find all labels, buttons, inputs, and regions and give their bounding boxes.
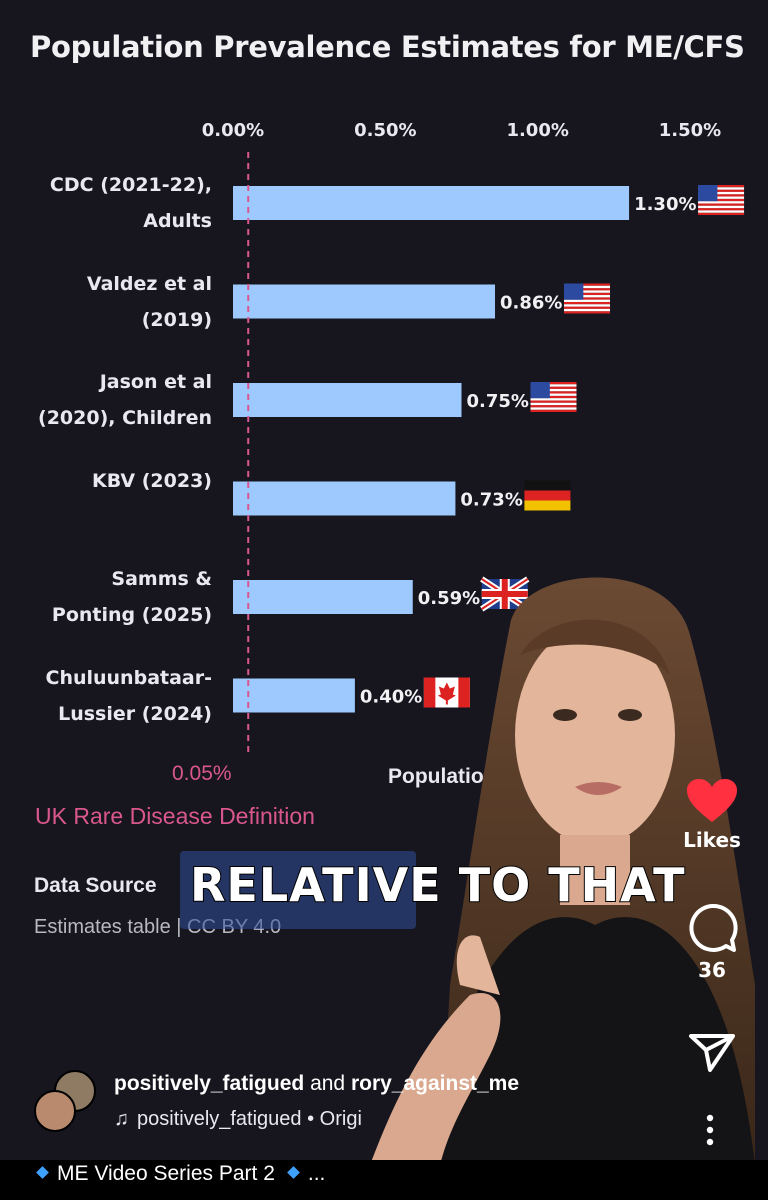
x-axis-title: Populatio [388, 765, 483, 788]
post-caption-bar [0, 1160, 768, 1200]
x-tick-label: 1.00% [506, 120, 568, 141]
heart-icon [687, 779, 737, 822]
reference-line-description: UK Rare Disease Definition [35, 803, 315, 829]
x-tick-label: 1.50% [659, 120, 721, 141]
prevalence-bar-chart: 0.00% 0.50% 1.00% 1.50% 1.30% 0.86% 0.75% 0.73… [202, 120, 745, 752]
video-caption: RELATIVE TO THAT [189, 857, 686, 913]
data-source-title: Data Source [34, 874, 157, 897]
bar-value-label: 0.75% [467, 391, 529, 412]
post-authors: positively_fatigued and rory_against_me [114, 1072, 519, 1096]
ca-flag-icon [423, 677, 470, 708]
presenter-video-overlay [371, 577, 755, 1160]
bar-value-label: 1.30% [634, 194, 696, 215]
bar [233, 481, 456, 516]
y-category-label: Chuluunbataar- Lussier (2024) [45, 666, 213, 725]
likes-label: Likes [683, 828, 741, 852]
reference-line-label: 0.05% [172, 762, 232, 785]
share-button[interactable] [684, 1030, 740, 1074]
send-paper-plane-icon [689, 1034, 735, 1072]
comments-count: 36 [698, 958, 726, 982]
reel-video[interactable]: Population Prevalence Estimates for ME/C… [0, 0, 768, 1160]
bar-value-label: 0.73% [460, 490, 522, 511]
audio-attribution[interactable]: ♫ positively_fatigued • Origi [114, 1108, 399, 1131]
post-caption[interactable]: ME Video Series Part 2... [34, 1160, 325, 1188]
y-category-label: Samms & Ponting (2025) [51, 568, 212, 626]
author-link-1[interactable]: positively_fatigued [114, 1072, 305, 1095]
bar [233, 580, 413, 614]
more-options-icon[interactable] [698, 1112, 722, 1152]
y-category-label: CDC (2021-22), Adults [49, 174, 212, 232]
author-joiner: and [310, 1072, 346, 1095]
avatar-positively-fatigued[interactable] [34, 1090, 76, 1132]
post-caption-text: ME Video Series Part 2 [57, 1162, 275, 1185]
us-flag-icon [564, 283, 611, 314]
post-caption-more[interactable]: ... [307, 1162, 326, 1185]
comments-button[interactable]: 36 [684, 902, 740, 982]
us-flag-icon [530, 382, 577, 412]
music-note-icon: ♫ [114, 1108, 129, 1130]
bar-value-label: 0.59% [418, 588, 480, 609]
bar [233, 678, 355, 713]
us-flag-icon [698, 185, 745, 215]
chart-title: Population Prevalence Estimates for ME/C… [30, 30, 745, 64]
x-tick-label: 0.50% [354, 120, 416, 141]
caption-highlight [180, 851, 416, 929]
gb-flag-icon [480, 576, 530, 612]
comment-bubble-icon [689, 903, 738, 952]
y-category-label: Valdez et al (2019) [86, 272, 212, 331]
bar-value-label: 0.40% [360, 687, 422, 708]
blue-diamond-icon [36, 1166, 49, 1179]
blue-diamond-icon [287, 1166, 300, 1179]
audio-label: positively_fatigued • Origi [137, 1108, 362, 1130]
author-link-2[interactable]: rory_against_me [350, 1072, 520, 1095]
bar [233, 383, 462, 417]
bar-value-label: 0.86% [500, 293, 562, 314]
bar [233, 284, 496, 319]
like-button[interactable]: Likes [683, 778, 741, 852]
author-avatars[interactable] [34, 1070, 96, 1132]
x-tick-label: 0.00% [202, 120, 264, 141]
y-category-label: KBV (2023) [91, 469, 212, 492]
bar [233, 186, 630, 220]
de-flag-icon [524, 480, 571, 511]
y-category-label: Jason et al (2020), Children [38, 371, 212, 429]
